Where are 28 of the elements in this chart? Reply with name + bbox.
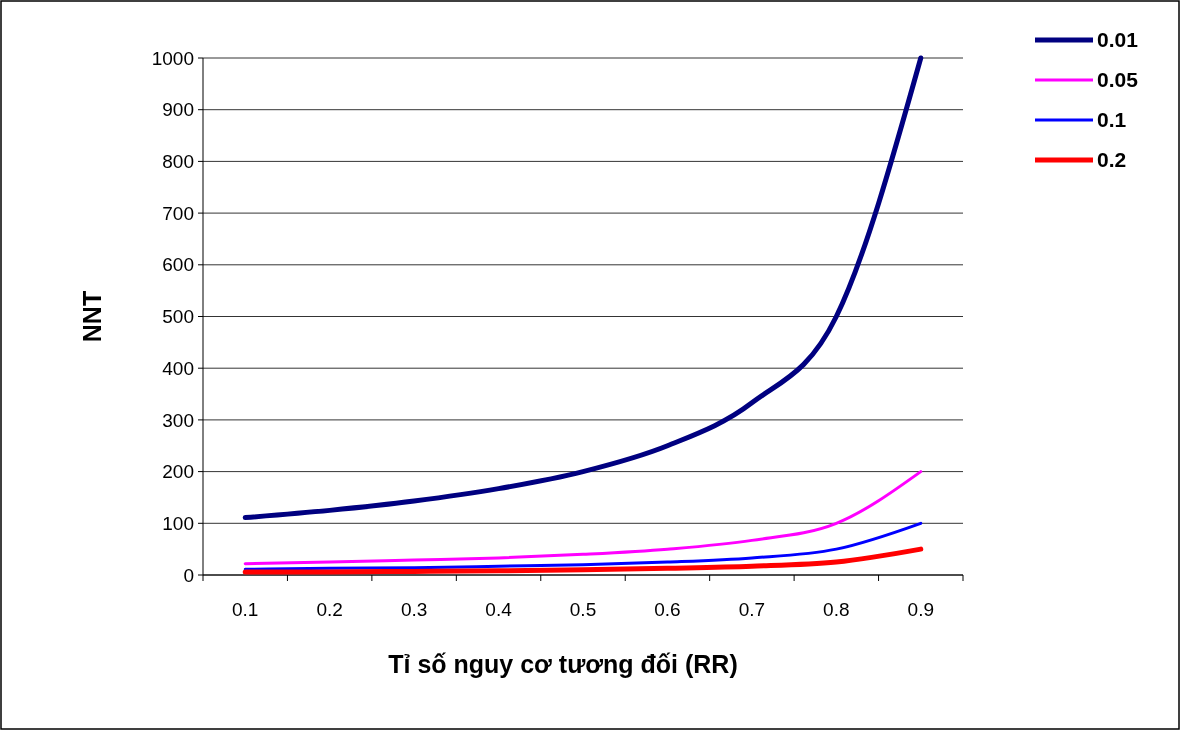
y-tick-label: 900 xyxy=(162,99,194,121)
y-tick-label: 400 xyxy=(162,357,194,379)
y-tick-label: 300 xyxy=(162,409,194,431)
legend-label: 0.01 xyxy=(1097,28,1139,52)
line-series xyxy=(243,521,923,571)
y-tick-label: 200 xyxy=(162,461,194,483)
x-tick-label: 0.2 xyxy=(316,599,343,620)
y-tick-label: 0 xyxy=(183,564,194,586)
legend-label: 0.05 xyxy=(1097,68,1139,92)
y-tick-label: 800 xyxy=(162,151,194,173)
x-tick-label: 0.8 xyxy=(823,599,850,620)
x-tick-label: 0.1 xyxy=(232,599,259,620)
x-tick-label: 0.6 xyxy=(654,599,681,620)
x-tick-label: 0.3 xyxy=(400,599,428,620)
y-tick-label: 600 xyxy=(162,254,194,276)
legend-label: 0.2 xyxy=(1097,148,1127,172)
y-tick-label: 500 xyxy=(162,306,194,328)
x-tick-label: 0.5 xyxy=(569,599,597,620)
line-series xyxy=(243,470,923,566)
y-axis-title: NNT xyxy=(78,290,106,343)
y-tick-label: 1000 xyxy=(151,47,194,69)
legend-label: 0.1 xyxy=(1097,108,1127,132)
y-tick-label: 700 xyxy=(162,202,194,224)
x-tick-label: 0.4 xyxy=(485,599,513,620)
x-tick-label: 0.7 xyxy=(738,599,766,620)
x-axis-title: Tỉ số nguy cơ tương đối (RR) xyxy=(388,650,738,678)
x-tick-label: 0.9 xyxy=(907,599,934,620)
y-tick-label: 100 xyxy=(162,512,194,534)
